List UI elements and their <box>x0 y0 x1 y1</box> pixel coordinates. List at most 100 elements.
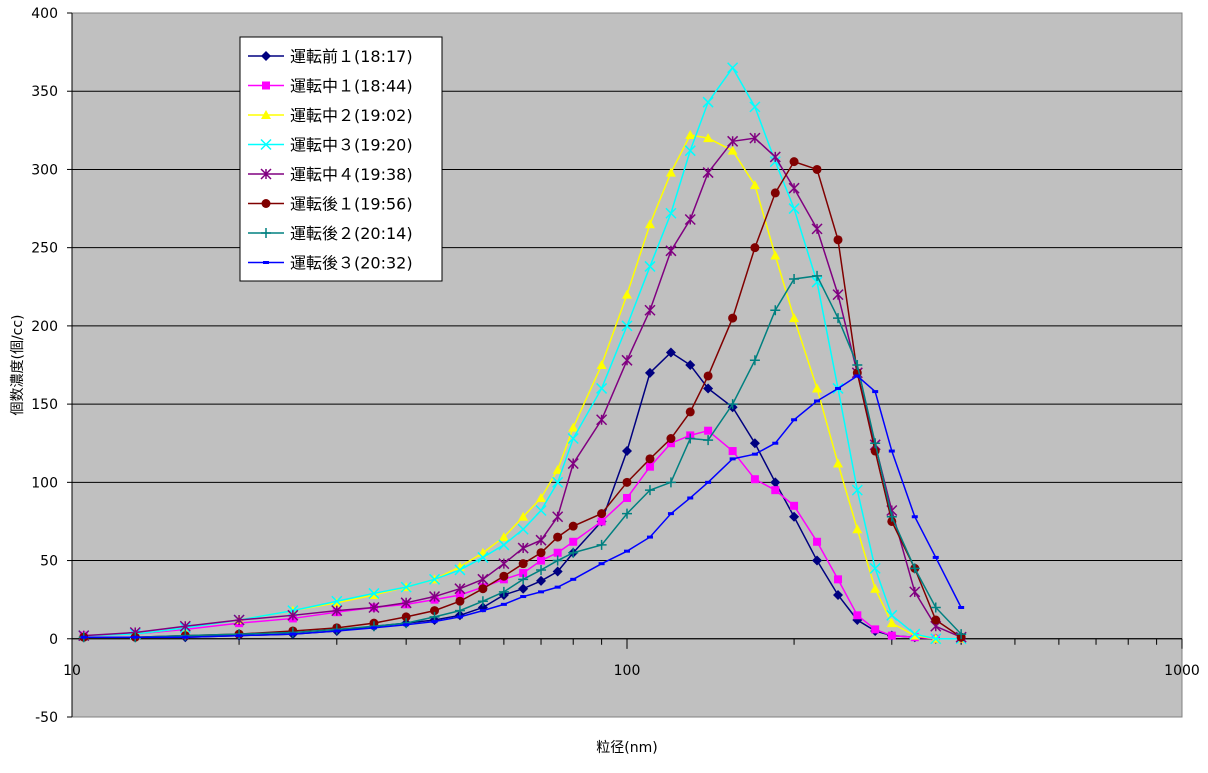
data-point <box>370 626 377 630</box>
data-point <box>622 446 632 457</box>
data-point <box>518 511 529 521</box>
data-point <box>455 590 464 599</box>
data-point <box>872 390 879 394</box>
legend-label: 運転後２(20:14) <box>290 224 413 243</box>
y-tick-label: 50 <box>40 554 58 570</box>
data-point <box>770 305 781 316</box>
y-tick-label: 150 <box>31 397 58 413</box>
legend-item: 運転中１(18:44) <box>248 77 413 96</box>
legend-label: 運転中３(19:20) <box>290 136 413 155</box>
data-point <box>261 110 271 119</box>
data-point <box>400 581 412 593</box>
data-point <box>537 556 546 565</box>
data-point <box>261 51 271 61</box>
legend-label: 運転前１(18:17) <box>290 47 413 66</box>
data-point <box>568 547 579 558</box>
data-point <box>552 464 563 474</box>
data-point <box>911 515 918 519</box>
data-point <box>930 633 942 645</box>
data-point <box>552 566 563 577</box>
data-point <box>851 484 863 496</box>
series-line <box>83 134 962 640</box>
data-point <box>597 517 606 526</box>
data-point <box>909 628 921 640</box>
data-point <box>728 447 737 456</box>
data-point <box>749 355 760 366</box>
data-point <box>498 558 510 570</box>
data-point <box>477 551 489 563</box>
data-point <box>791 418 798 422</box>
data-point <box>685 130 696 140</box>
data-point <box>518 559 528 569</box>
data-point <box>261 228 271 238</box>
data-point <box>624 549 630 553</box>
data-point <box>771 486 780 495</box>
data-point <box>429 573 441 585</box>
data-point <box>687 496 694 500</box>
data-point <box>132 635 139 639</box>
data-point <box>287 609 299 621</box>
data-point <box>333 629 340 633</box>
data-point <box>535 504 547 517</box>
data-point <box>552 555 563 566</box>
data-point <box>770 477 781 488</box>
legend-item: 運転中２(19:02) <box>248 106 413 125</box>
series-8 <box>80 374 965 639</box>
data-point <box>500 602 507 606</box>
series-line <box>83 375 962 638</box>
data-point <box>956 629 967 640</box>
data-point <box>553 532 563 542</box>
data-point <box>498 539 510 551</box>
series-5 <box>78 132 967 643</box>
data-point <box>789 273 800 284</box>
data-point <box>704 426 713 435</box>
data-point <box>665 477 676 488</box>
data-point <box>400 597 412 609</box>
data-point <box>430 606 440 616</box>
data-point <box>644 485 655 496</box>
data-point <box>477 596 488 607</box>
legend-label: 運転後３(20:32) <box>290 254 413 273</box>
data-point <box>401 612 411 622</box>
data-point <box>644 219 655 229</box>
data-point <box>368 587 380 599</box>
data-point <box>80 635 87 639</box>
data-point <box>931 615 941 625</box>
data-point <box>182 635 189 639</box>
data-point <box>536 548 546 558</box>
legend-item: 運転後３(20:32) <box>248 254 413 273</box>
data-point <box>812 555 823 566</box>
data-point <box>770 188 780 198</box>
data-point <box>596 382 608 394</box>
data-point <box>401 618 412 629</box>
data-point <box>854 374 861 378</box>
data-point <box>788 203 800 215</box>
data-point <box>886 609 898 621</box>
data-point <box>909 563 920 574</box>
data-point <box>498 586 509 597</box>
data-point <box>703 133 714 143</box>
data-point <box>871 625 880 634</box>
data-point <box>703 371 713 381</box>
data-point <box>667 512 674 516</box>
data-point <box>454 564 466 576</box>
data-point <box>596 539 607 550</box>
data-point <box>644 260 656 272</box>
data-point <box>552 511 564 523</box>
legend-item: 運転前１(18:17) <box>248 47 413 66</box>
data-point <box>598 562 605 566</box>
y-tick-label: -50 <box>35 710 58 726</box>
data-point <box>454 583 466 595</box>
data-point <box>536 575 547 586</box>
data-point <box>750 243 760 253</box>
y-tick-label: 300 <box>31 162 58 178</box>
data-point <box>702 96 714 108</box>
data-point <box>789 157 799 167</box>
series-line <box>83 137 962 638</box>
legend: 運転前１(18:17) 運転中１(18:44) 運転中２(19:02) 運転中３(19… <box>239 36 443 282</box>
data-point <box>568 521 578 531</box>
data-point <box>728 313 738 323</box>
axes: -50 0 50 100 150 200 250 300 350 400 10 100 1000 <box>31 6 1200 726</box>
data-point <box>570 577 577 581</box>
